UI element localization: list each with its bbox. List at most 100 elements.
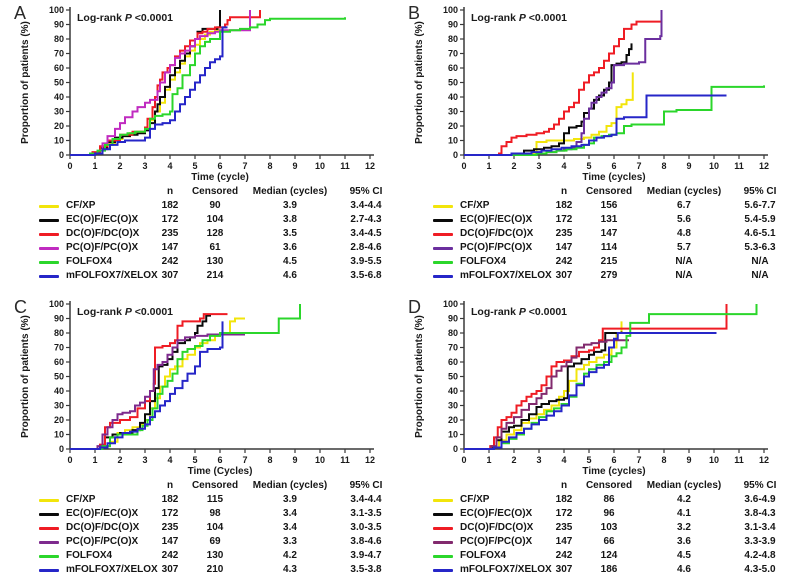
n-value: 147 (555, 536, 573, 547)
n-value: 242 (555, 550, 573, 561)
ci-value: 5.4-5.9 (744, 214, 776, 225)
series-color-swatch (433, 246, 453, 250)
table-spacer (0, 535, 36, 549)
table-spacer (0, 199, 36, 213)
panel-letter: B (408, 3, 421, 23)
regimen-label: CF/XP (460, 200, 490, 211)
regimen-label: PC(O)F/PC(O)X (66, 242, 139, 253)
table-header: Median (cycles) (646, 186, 722, 197)
x-tick-label: 6 (217, 161, 222, 171)
y-axis-label: Proportion of patients (%) (20, 21, 31, 144)
regimen-label: CF/XP (66, 494, 96, 505)
n-value: 307 (161, 564, 179, 575)
legend-table: n Censored Median (cycles) 95% CI CF/XP 182 11… (0, 479, 394, 577)
x-tick-label: 2 (117, 161, 122, 171)
y-tick-label: 40 (54, 92, 64, 102)
survival-curve-pc-o-f-pc-o-x (70, 333, 245, 450)
y-tick-label: 90 (54, 314, 64, 324)
n-value: 242 (161, 550, 179, 561)
ci-value: 3.8-4.6 (350, 536, 382, 547)
y-tick-label: 70 (448, 49, 458, 59)
ci-value: 3.5-6.8 (350, 270, 382, 281)
x-tick-label: 11 (340, 161, 350, 171)
table-header: n (166, 186, 174, 197)
median-value: 6.7 (677, 200, 691, 211)
n-value: 172 (555, 214, 573, 225)
median-value: 4.8 (677, 228, 691, 239)
x-tick-label: 7 (242, 161, 247, 171)
series-color-swatch (39, 218, 59, 222)
table-header: 95% CI (743, 480, 777, 491)
table-header: Censored (585, 186, 633, 197)
y-axis-label: Proportion of patients (%) (20, 315, 31, 438)
log-rank-pvalue: <0.0001 (526, 306, 567, 318)
regimen-label: CF/XP (460, 494, 490, 505)
log-rank-p: P (125, 306, 133, 318)
table-header: n (560, 480, 568, 491)
y-tick-label: 90 (448, 314, 458, 324)
x-tick-label: 5 (586, 455, 591, 465)
log-rank-annotation: Log-rank P <0.0001 (471, 12, 567, 24)
median-value: N/A (675, 256, 693, 267)
x-tick-label: 2 (511, 161, 516, 171)
ci-value: 3.4-4.4 (350, 200, 382, 211)
median-value: 5.7 (677, 242, 691, 253)
log-rank-prefix: Log-rank (77, 12, 125, 24)
y-tick-label: 10 (448, 430, 458, 440)
ci-value: 3.4-4.5 (350, 228, 382, 239)
log-rank-p: P (519, 12, 527, 24)
y-tick-label: 20 (54, 121, 64, 131)
regimen-label: DC(O)F/DC(O)X (460, 522, 534, 533)
y-tick-label: 60 (448, 357, 458, 367)
series-color-swatch (433, 498, 453, 502)
y-tick-label: 50 (448, 78, 458, 88)
survival-curve-dc-o-f-dc-o-x (464, 304, 728, 450)
series-color-swatch (39, 498, 59, 502)
censored-value: 96 (603, 508, 615, 519)
x-axis-label: Time (cycles) (582, 172, 645, 183)
y-tick-label: 90 (54, 20, 64, 30)
legend-table: n Censored Median (cycles) 95% CI CF/XP 182 86… (394, 479, 788, 577)
panel-letter: A (14, 3, 27, 23)
y-tick-label: 100 (49, 299, 64, 309)
table-header: n (560, 186, 568, 197)
regimen-label: mFOLFOX7/XELOX (460, 270, 552, 281)
table-header: Median (cycles) (646, 480, 722, 491)
table-spacer (394, 241, 430, 255)
median-value: 4.6 (677, 564, 691, 575)
censored-value: 61 (209, 242, 221, 253)
table-spacer (394, 521, 430, 535)
x-tick-label: 5 (192, 455, 197, 465)
y-tick-label: 100 (49, 5, 64, 15)
regimen-label: FOLFOX4 (460, 256, 507, 267)
table-spacer (394, 535, 430, 549)
x-tick-label: 3 (142, 161, 147, 171)
ci-value: 3.0-3.5 (350, 522, 382, 533)
n-value: 307 (161, 270, 179, 281)
median-value: 3.6 (677, 536, 691, 547)
log-rank-pvalue: <0.0001 (526, 12, 567, 24)
n-value: 235 (555, 228, 573, 239)
censored-value: 114 (600, 242, 618, 253)
median-value: 3.5 (283, 228, 297, 239)
x-tick-label: 12 (759, 455, 769, 465)
table-header: Median (cycles) (252, 480, 328, 491)
series-color-swatch (433, 218, 453, 222)
table-spacer (394, 493, 430, 507)
table-spacer (430, 185, 456, 199)
x-tick-label: 10 (315, 161, 325, 171)
table-spacer (36, 185, 62, 199)
log-rank-prefix: Log-rank (77, 306, 125, 318)
y-tick-label: 40 (448, 386, 458, 396)
table-spacer (0, 241, 36, 255)
x-axis-label: Time (cycle) (191, 172, 249, 183)
table-spacer (394, 199, 430, 213)
table-spacer (62, 185, 152, 199)
log-rank-annotation: Log-rank P <0.0001 (471, 306, 567, 318)
y-axis-label: Proportion of patients (%) (414, 315, 425, 438)
ci-value: 4.2-4.8 (744, 550, 776, 561)
x-axis-label: Time (Cycles) (188, 466, 253, 477)
x-tick-label: 10 (709, 455, 719, 465)
x-tick-label: 1 (92, 161, 97, 171)
